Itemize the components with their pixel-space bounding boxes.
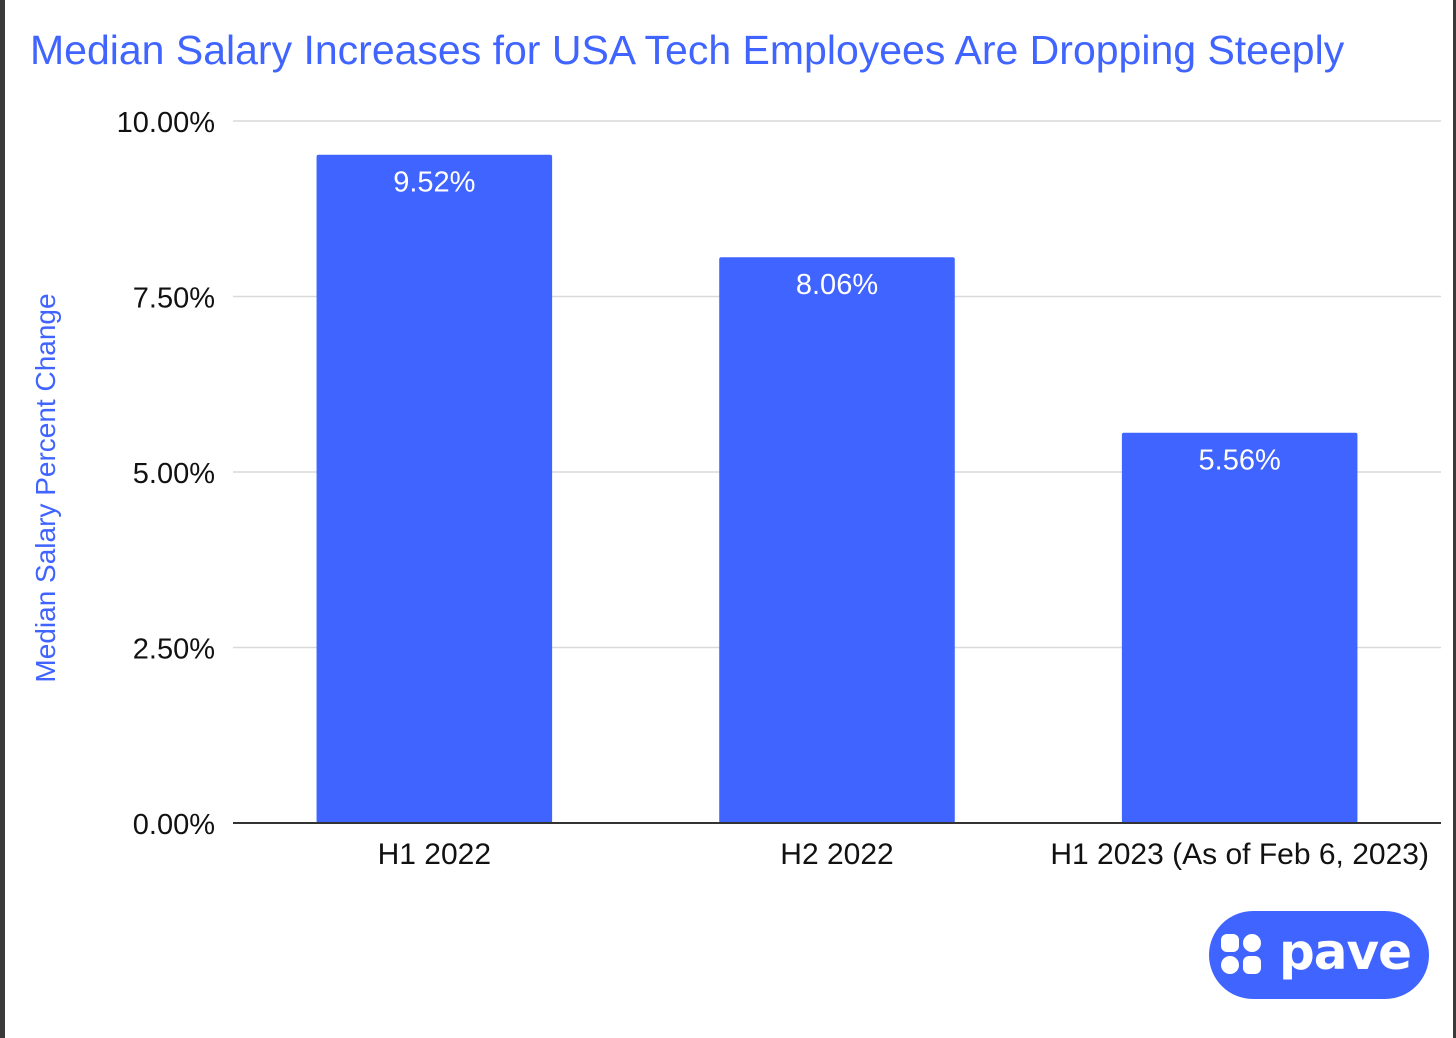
x-tick-label: H1 2023 (As of Feb 6, 2023) bbox=[1050, 838, 1429, 871]
bar bbox=[1121, 432, 1358, 823]
y-tick-label: 5.00% bbox=[133, 458, 215, 490]
pave-logo-icon bbox=[1220, 934, 1263, 976]
bar-data-label: 5.56% bbox=[1199, 445, 1281, 477]
bar bbox=[719, 257, 955, 823]
window-frame-right bbox=[1453, 0, 1456, 1038]
bars: 9.52% 8.06% 5.56% bbox=[316, 154, 1358, 824]
bar-data-label: 8.06% bbox=[796, 269, 878, 301]
y-tick-label: 7.50% bbox=[133, 283, 215, 315]
x-tick-label: H2 2022 bbox=[780, 838, 893, 871]
x-tick-labels: H1 2022 H2 2022 H1 2023 (As of Feb 6, 2023… bbox=[378, 838, 1429, 871]
bar-data-label: 9.52% bbox=[393, 167, 475, 199]
chart-title: Median Salary Increases for USA Tech Emp… bbox=[30, 27, 1345, 73]
bar bbox=[316, 154, 553, 824]
y-tick-label: 10.00% bbox=[117, 107, 215, 139]
x-tick-label: H1 2022 bbox=[378, 838, 491, 871]
y-tick-label: 0.00% bbox=[133, 809, 215, 841]
y-axis-label: Median Salary Percent Change bbox=[30, 293, 61, 682]
y-tick-label: 2.50% bbox=[133, 634, 215, 666]
window-frame-left bbox=[0, 0, 5, 1038]
y-tick-labels: 0.00% 2.50% 5.00% 7.50% 10.00% bbox=[117, 107, 215, 841]
pave-logo: pave bbox=[1209, 911, 1429, 999]
logo-text: pave bbox=[1278, 923, 1412, 981]
